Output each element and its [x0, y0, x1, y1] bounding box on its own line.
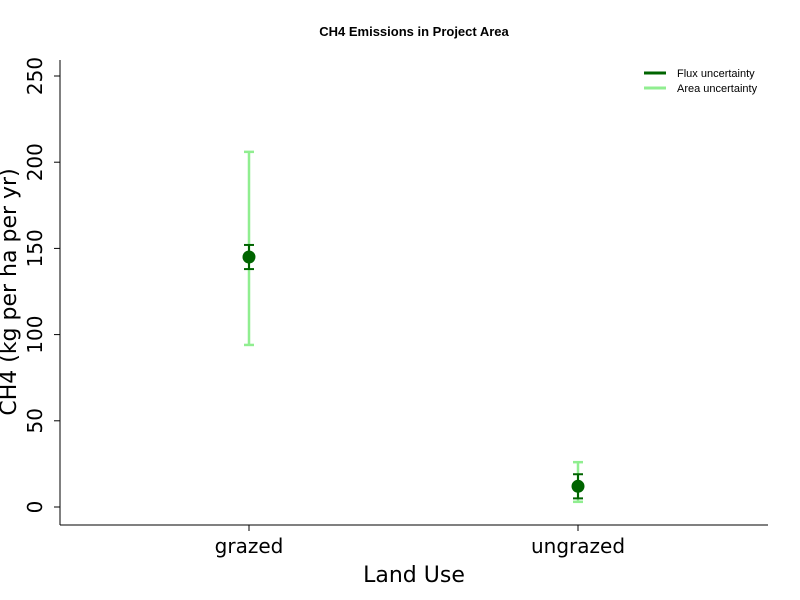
legend: Flux uncertainty Area uncertainty: [644, 68, 758, 95]
x-tick-label-1: ungrazed: [531, 534, 625, 558]
y-tick-label-3: 150: [23, 229, 47, 267]
y-tick-label-1: 50: [23, 408, 47, 433]
x-tick-label-0: grazed: [215, 534, 284, 558]
axes: [59, 60, 768, 526]
y-tick-label-2: 100: [23, 316, 47, 354]
x-ticks: grazed ungrazed: [215, 525, 625, 558]
legend-label-area-uncertainty: Area uncertainty: [677, 83, 758, 95]
y-tick-label-0: 0: [23, 501, 47, 514]
y-tick-label-4: 200: [23, 143, 47, 181]
legend-label-flux-uncertainty: Flux uncertainty: [677, 68, 755, 80]
y-ticks: 0 50 100 150 200 250: [23, 57, 60, 513]
x-axis-title: Land Use: [363, 563, 465, 588]
data-point-ungrazed: [571, 479, 585, 493]
data-point-grazed: [242, 250, 256, 264]
data-marks: [242, 150, 585, 504]
y-axis-title: CH4 (kg per ha per yr): [0, 168, 22, 415]
chart-title: CH4 Emissions in Project Area: [319, 24, 509, 39]
y-tick-label-5: 250: [23, 57, 47, 95]
